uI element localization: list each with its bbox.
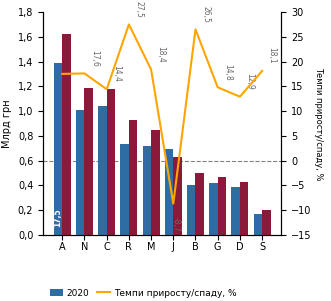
Bar (107, 89, 115, 235)
Bar (262, 210, 270, 235)
Y-axis label: Темпи приросту/спаду, %: Темпи приросту/спаду, % (314, 67, 323, 180)
Темпи приросту/спаду, % (149, 68, 153, 71)
Bar (62, 34, 71, 235)
Text: 14,8: 14,8 (223, 64, 232, 80)
Bar (240, 182, 248, 235)
Text: 17,5: 17,5 (54, 209, 63, 227)
Bar (173, 157, 182, 235)
Темпи приросту/спаду, % (238, 95, 242, 98)
Темпи приросту/спаду, % (127, 23, 131, 26)
Text: 18,1: 18,1 (268, 47, 277, 64)
Bar (129, 120, 137, 235)
Bar (209, 183, 218, 235)
Bar (196, 173, 204, 235)
Bar (76, 110, 84, 235)
Text: 18,4: 18,4 (157, 46, 166, 63)
Bar (165, 149, 173, 235)
Bar (151, 130, 160, 235)
Text: 14,4: 14,4 (112, 65, 121, 82)
Bar (84, 88, 93, 235)
Темпи приросту/спаду, % (60, 72, 64, 76)
Темпи приросту/спаду, % (260, 69, 264, 73)
Text: 17,6: 17,6 (90, 50, 99, 67)
Text: 12,9: 12,9 (246, 73, 255, 90)
Темпи приросту/спаду, % (82, 72, 86, 75)
Bar (254, 214, 262, 235)
Text: 26,5: 26,5 (201, 5, 210, 22)
Text: -8,7: -8,7 (171, 218, 181, 232)
Темпи приросту/спаду, % (105, 88, 109, 91)
Text: 27,5: 27,5 (134, 1, 143, 17)
Темпи приросту/спаду, % (194, 28, 198, 31)
Bar (98, 106, 107, 235)
Темпи приросту/спаду, % (171, 202, 175, 205)
Bar (120, 144, 129, 235)
Bar (218, 177, 226, 235)
Y-axis label: Млрд грн: Млрд грн (2, 99, 12, 148)
Темпи приросту/спаду, % (216, 85, 220, 89)
Legend: 2020, 2021, Темпи приросту/спаду, %: 2020, 2021, Темпи приросту/спаду, % (46, 285, 240, 301)
Bar (54, 63, 62, 235)
Bar (231, 187, 240, 235)
Line: Темпи приросту/спаду, %: Темпи приросту/спаду, % (62, 24, 262, 203)
Bar (187, 185, 196, 235)
Bar (143, 146, 151, 235)
